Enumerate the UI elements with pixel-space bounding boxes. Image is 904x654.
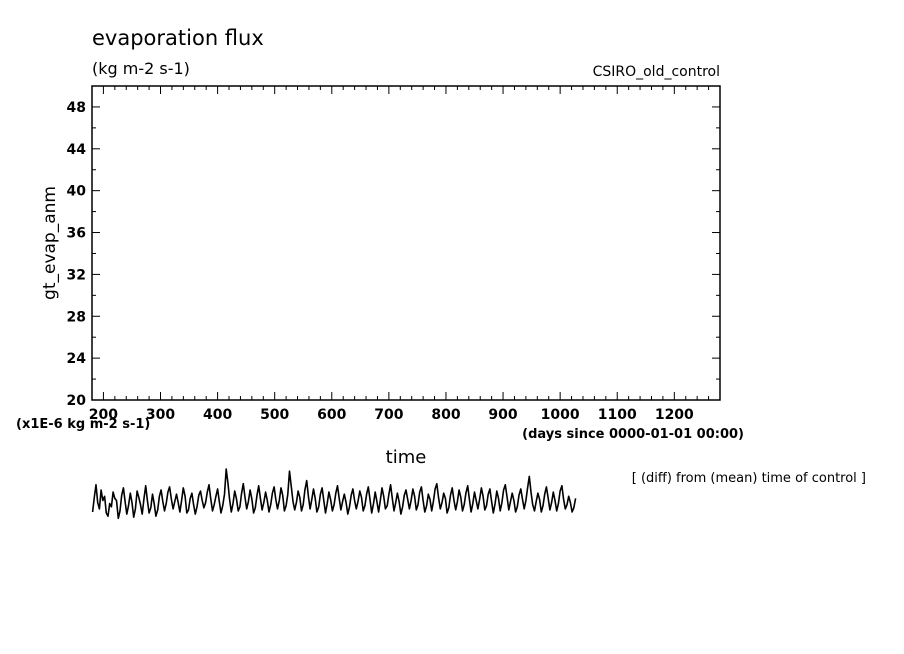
y-tick-label: 32 [67, 267, 86, 283]
x-tick-label: 500 [260, 407, 289, 423]
x-tick-label: 700 [374, 407, 403, 423]
y-scale-note: (x1E-6 kg m-2 s-1) [16, 417, 150, 432]
y-tick-label: 20 [67, 393, 87, 409]
dataset-label: CSIRO_old_control [593, 64, 720, 80]
y-axis-label: gt_evap_anm [40, 186, 60, 300]
chart-units: (kg m-2 s-1) [92, 59, 190, 78]
y-tick-label: 40 [67, 184, 87, 200]
x-axis-units: (days since 0000-01-01 00:00) [522, 427, 744, 442]
x-tick-label: 900 [488, 407, 517, 423]
y-tick-label: 24 [67, 351, 87, 367]
x-tick-label: 800 [431, 407, 460, 423]
footnote: [ (diff) from (mean) time of control ] [632, 471, 866, 486]
y-axis-ticks: 20 24 28 32 36 40 44 48 [67, 85, 720, 409]
x-tick-label: 1200 [655, 407, 694, 423]
y-tick-label: 36 [67, 226, 86, 242]
x-axis-ticks: 200 300 400 500 600 700 800 900 1000 1100 1200 [89, 86, 721, 423]
x-tick-label: 1100 [598, 407, 637, 423]
x-tick-label: 200 [89, 407, 118, 423]
y-tick-label: 44 [67, 142, 87, 158]
series-line [91, 468, 577, 520]
x-tick-label: 1000 [541, 407, 580, 423]
x-tick-label: 600 [317, 407, 346, 423]
y-tick-label: 48 [67, 100, 86, 116]
x-axis-label: time [386, 447, 427, 468]
y-tick-label: 28 [67, 309, 86, 325]
plot-frame [91, 85, 721, 401]
chart-title: evaporation flux [92, 26, 264, 50]
x-tick-label: 400 [203, 407, 232, 423]
x-tick-label: 300 [146, 407, 175, 423]
